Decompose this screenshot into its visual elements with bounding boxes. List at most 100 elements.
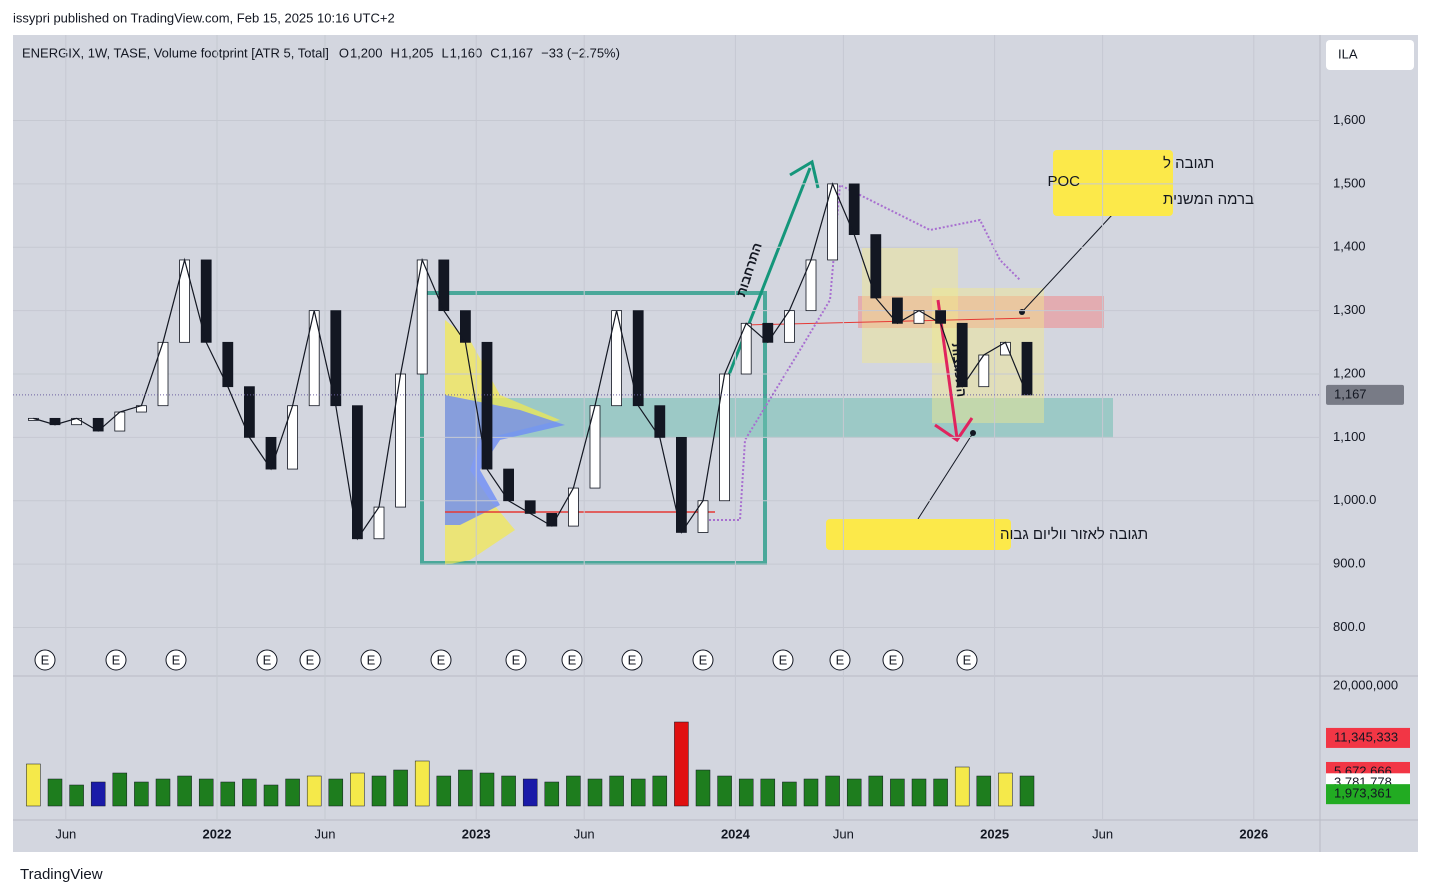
brand: TradingView	[20, 866, 103, 883]
volume-bar	[479, 772, 495, 807]
volume-bar	[263, 784, 279, 807]
volume-bar	[652, 775, 668, 807]
callout-text: תגובה לאזור ווליום גבוה	[1000, 526, 1148, 543]
callout-box	[826, 519, 1011, 550]
earnings-marker	[360, 649, 382, 671]
volume-bar	[717, 775, 732, 807]
x-tick-label: 2026	[1239, 826, 1268, 841]
volume-profile	[445, 395, 565, 525]
volume-bar	[393, 769, 408, 807]
volume-tag	[1326, 727, 1410, 748]
vwap-band	[705, 183, 1021, 521]
volume-bar	[911, 778, 927, 807]
last-price-tag	[1326, 384, 1404, 405]
trend-arrow	[723, 167, 812, 386]
earnings-marker	[505, 649, 527, 671]
earnings-marker	[34, 649, 56, 671]
volume-bar	[220, 781, 236, 807]
publish-info: issypri published on TradingView.com, Fe…	[13, 10, 395, 25]
y-tick-label: 20,000,000	[1333, 677, 1398, 692]
x-tick-label: Jun	[1092, 826, 1113, 841]
volume-tag	[1326, 784, 1410, 805]
volume-bar	[458, 769, 473, 807]
earnings-marker	[430, 649, 452, 671]
legend-text: L	[441, 45, 448, 60]
last-price-label: 1,167	[1334, 386, 1367, 401]
volume-bar	[976, 775, 992, 807]
earnings-label: E	[112, 652, 121, 667]
x-tick-label: Jun	[315, 826, 336, 841]
earnings-marker	[256, 649, 278, 671]
callout-line	[1021, 214, 1113, 313]
earnings-marker	[692, 649, 714, 671]
volume-tag-label: 1,973,361	[1334, 786, 1392, 801]
callout-line	[917, 432, 974, 520]
volume-bar	[350, 772, 365, 807]
earnings-marker	[105, 649, 127, 671]
earnings-label: E	[263, 652, 272, 667]
callout-text: תגובה ל	[1163, 155, 1214, 172]
legend-text: 1,205	[401, 45, 434, 60]
price-line	[33, 182, 1028, 541]
earnings-label: E	[306, 652, 315, 667]
volume-bar	[825, 775, 840, 807]
x-tick-label: 2022	[203, 826, 232, 841]
volume-bar	[846, 778, 862, 807]
volume-bar	[26, 763, 41, 807]
volume-bar	[587, 778, 603, 807]
volume-bar	[868, 775, 884, 807]
volume-bar	[954, 766, 970, 807]
earnings-label: E	[699, 652, 708, 667]
earnings-marker	[561, 649, 583, 671]
volume-bar	[933, 778, 948, 807]
y-tick-label: 1,300	[1333, 302, 1366, 317]
earnings-label: E	[963, 652, 972, 667]
earnings-marker	[882, 649, 904, 671]
volume-bar	[306, 775, 322, 807]
earnings-marker	[772, 649, 794, 671]
volume-bar	[47, 778, 63, 807]
earnings-label: E	[172, 652, 181, 667]
volume-bar	[112, 772, 128, 807]
y-tick-label: 1,600	[1333, 112, 1366, 127]
arrow-head	[789, 159, 820, 189]
callout-dot	[1019, 309, 1025, 315]
currency-label: ILA	[1338, 46, 1358, 61]
volume-bar	[285, 778, 300, 807]
x-tick-label: 2024	[721, 826, 751, 841]
y-tick-label: 1,400	[1333, 239, 1366, 254]
earnings-marker	[621, 649, 643, 671]
volume-bar	[69, 784, 84, 807]
y-tick-label: 800.0	[1333, 619, 1366, 634]
volume-bar	[782, 781, 797, 807]
y-tick-label: 1,100	[1333, 429, 1366, 444]
volume-bar	[890, 778, 905, 807]
volume-bar	[134, 781, 149, 807]
callout-text: ברמה המשנית	[1163, 191, 1254, 208]
y-tick-label: 1,500	[1333, 175, 1366, 190]
legend-text: ENERGIX, 1W, TASE, Volume footprint [ATR…	[22, 45, 329, 60]
volume-bar	[371, 775, 387, 807]
volume-bar	[566, 775, 581, 807]
volume-bar	[738, 778, 754, 807]
volume-bar	[695, 769, 711, 807]
earnings-label: E	[568, 652, 577, 667]
trend-label: התכווצות	[949, 342, 970, 398]
volume-bar	[436, 775, 452, 807]
callout-text: POC	[1047, 173, 1080, 190]
earnings-label: E	[779, 652, 788, 667]
x-tick-label: 2025	[980, 826, 1009, 841]
legend-text: −33 (−2.75%)	[541, 45, 620, 60]
volume-bar	[501, 775, 516, 807]
currency-button[interactable]	[1326, 40, 1414, 70]
volume-bar	[198, 778, 214, 807]
x-tick-label: 2023	[462, 826, 491, 841]
legend-text: H	[391, 45, 400, 60]
x-tick-label: Jun	[574, 826, 595, 841]
x-tick-label: Jun	[833, 826, 854, 841]
y-tick-label: 1,200	[1333, 365, 1366, 380]
legend-text: 1,160	[450, 45, 483, 60]
earnings-marker	[829, 649, 851, 671]
volume-bar	[803, 778, 819, 807]
earnings-label: E	[437, 652, 446, 667]
